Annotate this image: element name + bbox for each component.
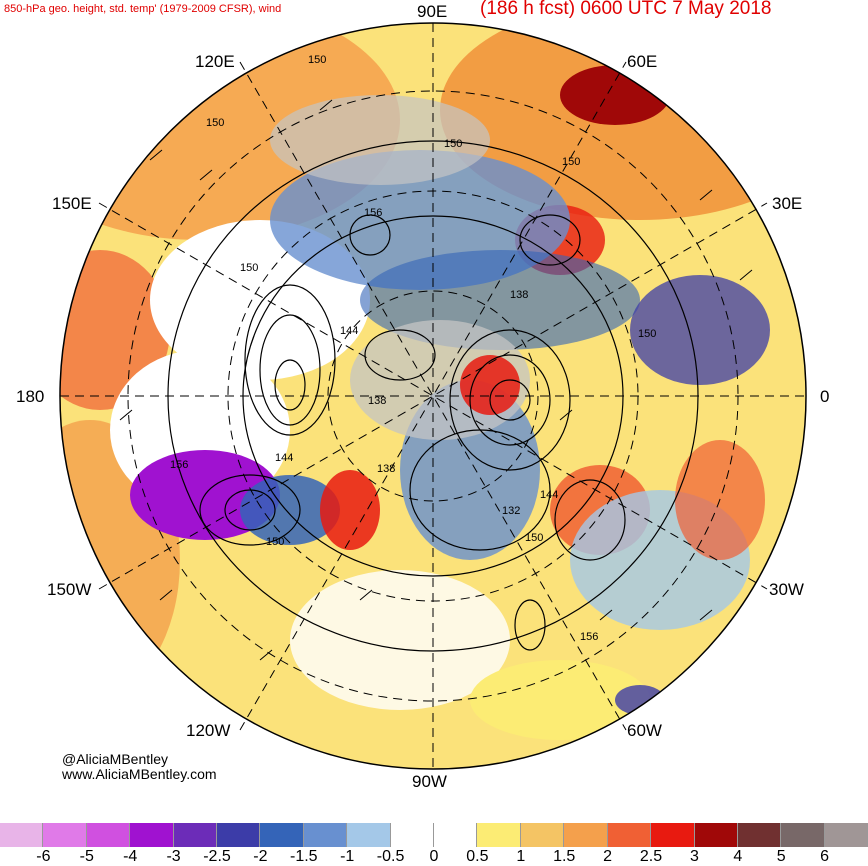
colorbar-segment	[217, 823, 261, 847]
colorbar-tick-label: 0.5	[466, 848, 489, 865]
lon-label-90e: 90E	[417, 2, 448, 21]
colorbar-segment	[130, 823, 174, 847]
colorbar-ticks: -6 -5 -4 -3 -2.5 -2 -1.5 -1 -0.5 0 0.5 1 1.5 2 2.5 3 4 5 6	[0, 848, 868, 865]
colorbar-segment	[173, 823, 218, 847]
colorbar-segment	[43, 823, 87, 847]
colorbar-tick-label: 5	[776, 848, 786, 865]
colorbar-segment	[303, 823, 348, 847]
temperature-anomaly-field	[60, 23, 806, 769]
colorbar-tick-label: -1.5	[290, 848, 318, 865]
contour-label: 150	[308, 54, 326, 66]
colorbar-tick-label: -3	[166, 848, 181, 865]
lon-label-90w: 90W	[412, 772, 447, 791]
contour-label: 144	[540, 489, 558, 501]
lon-label-30w: 30W	[769, 580, 804, 599]
lon-label-60e: 60E	[627, 52, 658, 71]
colorbar-segment	[824, 823, 868, 847]
colorbar-segment	[607, 823, 652, 847]
graticule	[60, 23, 806, 769]
colorbar-segment	[434, 823, 478, 847]
wind-barbs	[119, 99, 753, 661]
colorbar-tick-label: 3	[689, 848, 699, 865]
author-handle: @AliciaMBentley	[62, 751, 169, 767]
colorbar-segment	[694, 823, 738, 847]
contour-labels: 150 150 150 150 156 150 138 144 150 138 …	[170, 54, 656, 643]
contour-label: 156	[364, 207, 382, 219]
colorbar-segment	[0, 823, 44, 847]
contour-label: 144	[275, 452, 293, 464]
contour-label: 150	[525, 532, 543, 544]
colorbar-segment	[390, 823, 435, 847]
contour-label: 138	[377, 463, 395, 475]
colorbar-tick-label: 2	[603, 848, 613, 865]
colorbar-segment	[477, 823, 521, 847]
contour-label: 150	[266, 536, 284, 548]
forecast-time-title: (186 h fcst) 0600 UTC 7 May 2018	[480, 0, 772, 19]
lon-label-150w: 150W	[47, 580, 92, 599]
lon-label-60w: 60W	[627, 721, 662, 740]
map-boundary	[59, 22, 807, 770]
contour-label: 150	[206, 117, 224, 129]
map-title: 850-hPa geo. height, std. temp' (1979-20…	[4, 3, 282, 15]
colorbar-segment	[651, 823, 695, 847]
contour-label: 150	[562, 156, 580, 168]
colorbar-segment	[520, 823, 565, 847]
colorbar-tick-label: 0	[429, 848, 439, 865]
colorbar-tick-label: -0.5	[376, 848, 405, 865]
lon-label-0: 0	[820, 387, 830, 406]
contour-label: 150	[444, 138, 462, 150]
colorbar-segment	[347, 823, 391, 847]
colorbar-tick-label: -5	[79, 848, 94, 865]
contour-label: 150	[638, 328, 656, 340]
colorbar-segment	[86, 823, 131, 847]
lon-label-120e: 120E	[195, 52, 235, 71]
contour-label: 132	[502, 505, 520, 517]
colorbar-tick-label: -1	[340, 848, 355, 865]
colorbar-segment	[737, 823, 782, 847]
colorbar-segment	[781, 823, 825, 847]
colorbar-tick-label: -2.5	[203, 848, 231, 865]
author-website: www.AliciaMBentley.com	[62, 766, 217, 782]
lon-label-30e: 30E	[772, 194, 803, 213]
lon-label-120w: 120W	[186, 721, 231, 740]
contour-label: 150	[240, 262, 258, 274]
colorbar-tick-label: -4	[123, 848, 138, 865]
colorbar-segment	[564, 823, 608, 847]
lon-label-180: 180	[16, 387, 45, 406]
colorbar-segment	[260, 823, 304, 847]
colorbar-tick-label: -6	[36, 848, 51, 865]
colorbar-tick-label: 2.5	[639, 848, 663, 865]
contour-label: 156	[170, 459, 188, 471]
polar-map: 150 150 150 150 156 150 138 144 150 138 …	[59, 22, 807, 770]
colorbar	[0, 823, 868, 847]
lon-label-150e: 150E	[52, 194, 92, 213]
contour-label: 156	[580, 631, 598, 643]
contour-label: 144	[340, 325, 358, 337]
colorbar-tick-label: 6	[820, 848, 830, 865]
contour-label: 138	[510, 289, 528, 301]
colorbar-tick-label: 1.5	[553, 848, 576, 865]
colorbar-tick-label: 4	[733, 848, 743, 865]
contour-label: 138	[368, 395, 386, 407]
colorbar-tick-label: 1	[516, 848, 526, 865]
colorbar-tick-label: -2	[253, 848, 268, 865]
